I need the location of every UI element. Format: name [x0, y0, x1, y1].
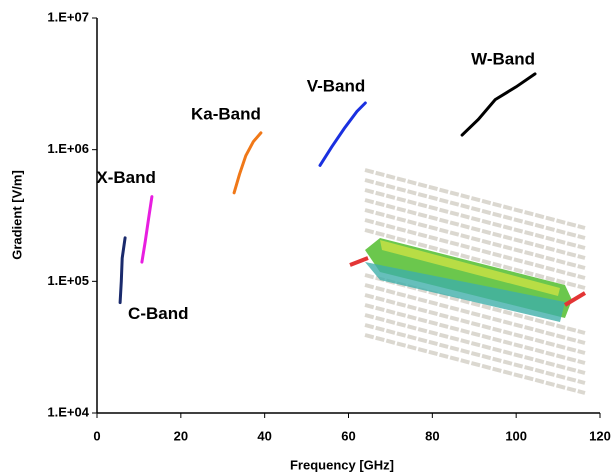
- x-tick-label: 120: [589, 428, 611, 443]
- series-label: V-Band: [307, 77, 366, 96]
- x-tick-label: 40: [257, 428, 271, 443]
- y-tick-label: 1.E+06: [47, 141, 89, 156]
- series-line: [318, 101, 367, 167]
- x-axis-title: Frequency [GHz]: [290, 457, 394, 472]
- series-line: [460, 72, 537, 137]
- series-line: [140, 195, 154, 264]
- x-tick-label: 60: [341, 428, 355, 443]
- y-tick-label: 1.E+07: [47, 9, 89, 24]
- series-line: [118, 236, 127, 305]
- series-line: [232, 131, 263, 195]
- series-label: Ka-Band: [191, 104, 261, 123]
- y-axis-title: Gradient [V/m]: [9, 170, 24, 260]
- y-tick-label: 1.E+05: [47, 273, 89, 288]
- y-tick-label: 1.E+04: [47, 404, 89, 419]
- x-tick-label: 80: [425, 428, 439, 443]
- x-tick-label: 0: [93, 428, 100, 443]
- x-tick-label: 100: [505, 428, 527, 443]
- series-label: W-Band: [471, 49, 535, 68]
- series-label: C-Band: [128, 304, 188, 323]
- x-tick-label: 20: [174, 428, 188, 443]
- series-label: X-Band: [96, 168, 156, 187]
- structure-illustration: [349, 168, 587, 395]
